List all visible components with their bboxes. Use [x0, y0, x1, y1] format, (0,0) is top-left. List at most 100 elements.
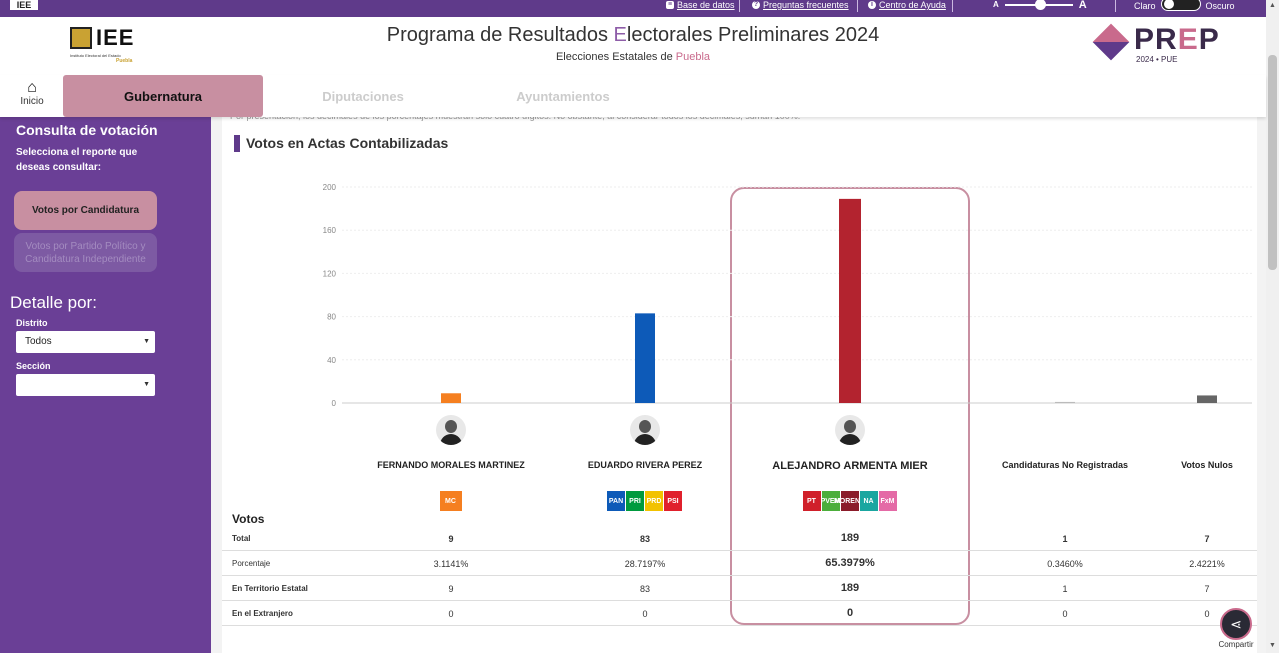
iee-logo-text: IEE: [96, 25, 135, 50]
top-bar: IEE ≡ Base de datos ? Preguntas frecuentes…: [0, 0, 1266, 17]
cell-percentage: 65.3979%: [825, 557, 875, 569]
party-logo: PSI: [664, 491, 682, 511]
party-logos: MC: [439, 491, 462, 511]
row-label-state: En Territorio Estatal: [232, 584, 308, 593]
y-tick-label: 80: [327, 313, 336, 322]
home-icon: ⌂: [27, 79, 37, 96]
party-logo: PAN: [607, 491, 625, 511]
info-icon: i: [868, 1, 876, 9]
font-larger-label[interactable]: A: [1078, 0, 1087, 11]
cell-percentage: 2.4221%: [1189, 559, 1225, 569]
cell-total: 189: [840, 532, 860, 544]
table-row-state: En Territorio Estatal 9 83 189 1 7: [222, 576, 1257, 601]
home-button[interactable]: ⌂ Inicio: [14, 79, 50, 108]
votes-label: Votos: [232, 512, 265, 526]
help-center-link[interactable]: i Centro de Ayuda: [868, 0, 946, 10]
bar[interactable]: [1197, 395, 1217, 403]
cell-state: 7: [1204, 584, 1210, 594]
votes-by-party-button[interactable]: Votos por Partido Político y Candidatura…: [14, 233, 157, 272]
cell-abroad: 0: [1062, 609, 1068, 619]
font-size-knob[interactable]: [1034, 0, 1046, 10]
cell-total: 7: [1204, 534, 1210, 544]
bar[interactable]: [1055, 401, 1075, 403]
cell-percentage: 3.1141%: [433, 559, 469, 569]
prep-year: 2024 • PUE: [1136, 55, 1178, 64]
sidebar-description: Selecciona el reporte que deseas consult…: [16, 147, 138, 173]
cell-abroad: 0: [448, 609, 454, 619]
row-label-abroad: En el Extranjero: [232, 609, 293, 618]
help-center-link-label: Centro de Ayuda: [879, 0, 946, 10]
sidebar: Consulta de votación Selecciona el repor…: [0, 117, 211, 653]
share-button[interactable]: ⋖ Compartir: [1214, 606, 1258, 653]
iee-logo[interactable]: IEE Instituto Electoral del Estado Puebl…: [70, 25, 142, 65]
prep-logo-text: PREP: [1134, 23, 1220, 56]
faq-link[interactable]: ? Preguntas frecuentes: [752, 0, 849, 10]
cell-state: 9: [448, 584, 454, 594]
votes-bar-chart: 0 40 80 120 160 200: [323, 183, 1252, 408]
bar[interactable]: [441, 393, 461, 403]
cell-abroad: 0: [1204, 609, 1210, 619]
district-select-value: Todos: [25, 336, 52, 347]
section-select[interactable]: ▼: [16, 374, 155, 396]
tab-diputaciones[interactable]: Diputaciones: [322, 88, 404, 104]
candidate-photo: [835, 415, 865, 445]
table-row-abroad: En el Extranjero 0 0 0 0 0: [222, 601, 1257, 626]
cell-total: 1: [1062, 534, 1068, 544]
theme-light-label: Claro: [1134, 0, 1156, 11]
scrollbar[interactable]: ▲ ▼: [1266, 0, 1279, 653]
scroll-down-icon[interactable]: ▼: [1269, 642, 1276, 649]
scroll-up-icon[interactable]: ▲: [1269, 2, 1276, 9]
theme-switch[interactable]: [1160, 0, 1201, 11]
database-link[interactable]: ≡ Base de datos: [666, 0, 735, 10]
cell-percentage: 0.3460%: [1047, 559, 1083, 569]
district-select[interactable]: Todos ▼: [16, 331, 155, 353]
prep-diamond-icon: [1092, 23, 1130, 61]
row-label-total: Total: [232, 534, 251, 543]
y-tick-label: 40: [327, 356, 336, 365]
iee-emblem-icon: [70, 27, 92, 49]
party-logo: MC: [439, 491, 462, 511]
cell-total: 9: [448, 534, 454, 544]
section-label: Sección: [16, 361, 51, 371]
divider: [952, 0, 953, 12]
share-label: Compartir: [1218, 640, 1254, 649]
scrollbar-thumb[interactable]: [1268, 55, 1277, 270]
theme-switch-knob: [1163, 0, 1174, 9]
header: IEE Instituto Electoral del Estado Puebl…: [0, 17, 1266, 75]
party-logos: PT PVEM MORENA NA FxM: [802, 491, 897, 511]
y-tick-label: 160: [323, 226, 337, 235]
question-icon: ?: [752, 1, 760, 9]
party-logo: NA: [859, 491, 878, 511]
table-row-total: Total 9 83 189 1 7: [222, 526, 1257, 551]
tab-ayuntamientos[interactable]: Ayuntamientos: [516, 88, 610, 104]
row-label-percentage: Porcentaje: [232, 559, 271, 568]
cell-total: 83: [639, 534, 650, 544]
prep-logo[interactable]: PREP 2024 • PUE: [1092, 23, 1226, 67]
tab-gubernatura[interactable]: Gubernatura: [63, 75, 263, 117]
font-smaller-label[interactable]: A: [993, 0, 999, 9]
candidate-name: Votos Nulos: [1181, 460, 1233, 470]
page-title: Programa de Resultados Electorales Preli…: [386, 24, 880, 46]
page-subtitle: Elecciones Estatales de Puebla: [555, 51, 711, 63]
bar[interactable]: [839, 198, 861, 403]
candidate-photo: [630, 415, 660, 445]
font-size-slider[interactable]: [1004, 0, 1073, 10]
bar[interactable]: [635, 313, 655, 403]
cell-state: 1: [1062, 584, 1068, 594]
detail-title: Detalle por:: [10, 293, 97, 312]
y-tick-label: 120: [323, 269, 337, 278]
chevron-down-icon: ▼: [143, 338, 150, 345]
party-logo: PRI: [626, 491, 644, 511]
divider: [857, 0, 858, 12]
y-tick-label: 200: [323, 183, 337, 192]
votes-by-candidate-button[interactable]: Votos por Candidatura: [14, 191, 157, 230]
sidebar-title: Consulta de votación: [16, 122, 158, 138]
section-title: Votos en Actas Contabilizadas: [234, 135, 448, 152]
candidate-name: EDUARDO RIVERA PEREZ: [587, 460, 703, 470]
party-logo: MORENA: [834, 491, 865, 511]
share-icon: ⋖: [1220, 608, 1252, 640]
party-logo: FxM: [878, 491, 897, 511]
party-logo: PVEM: [821, 491, 840, 511]
iee-logo-subtext2: Puebla: [116, 58, 133, 64]
database-icon: ≡: [666, 1, 674, 9]
